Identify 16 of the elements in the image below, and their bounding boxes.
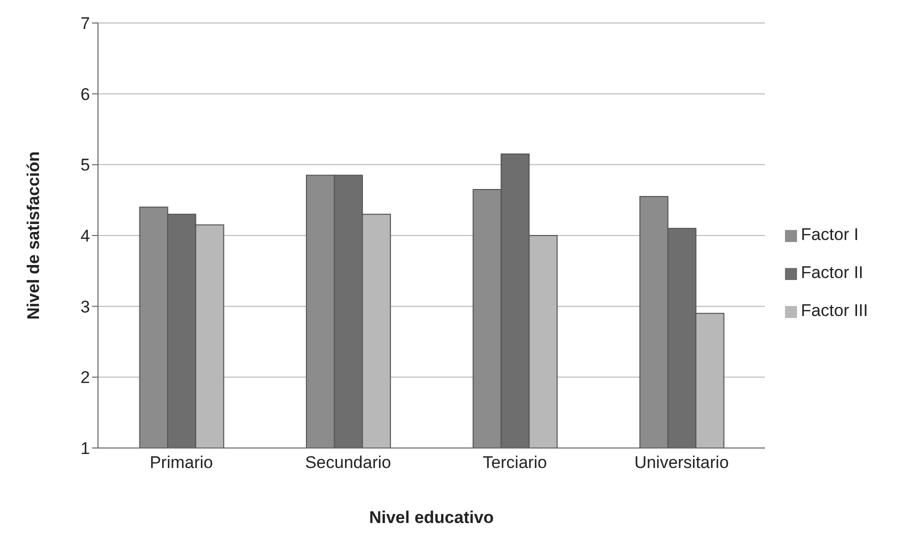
y-tick-label: 1	[80, 439, 90, 458]
x-tick-label: Terciario	[482, 453, 547, 472]
y-tick-label: 2	[80, 368, 90, 388]
x-tick-label: Secundario	[305, 453, 392, 472]
x-axis-title: Nivel educativo	[369, 508, 494, 527]
y-tick-label: 6	[80, 84, 90, 104]
x-tick-label: Universitario	[634, 453, 729, 472]
y-axis-title: Nivel de satisfacción	[24, 151, 44, 320]
y-tick-label: 4	[80, 226, 90, 246]
y-tick-label: 3	[80, 297, 90, 316]
x-tick-label: Primario	[150, 453, 214, 472]
y-tick-label: 7	[80, 14, 90, 34]
legend-label: Factor II	[800, 263, 864, 282]
legend-label: Factor III	[800, 301, 868, 320]
legend-label: Factor I	[800, 225, 859, 244]
y-tick-label: 5	[80, 156, 90, 175]
